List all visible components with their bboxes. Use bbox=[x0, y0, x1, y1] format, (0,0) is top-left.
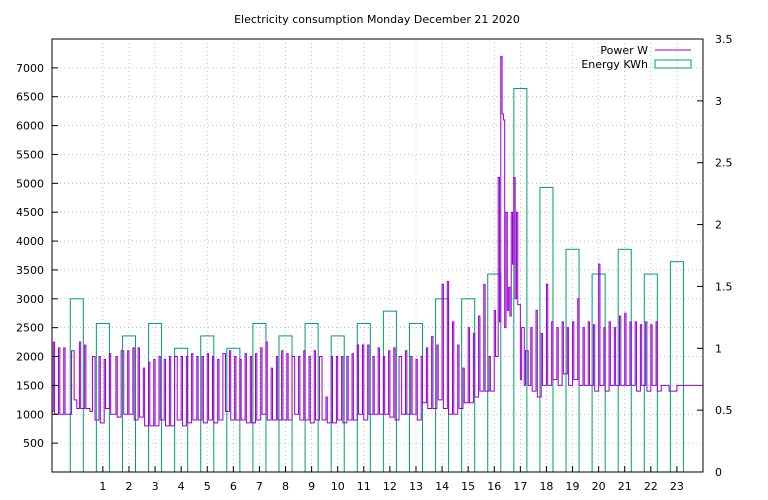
y-right-tick-label: 0 bbox=[715, 466, 722, 479]
legend: Power W Energy KWh bbox=[581, 44, 692, 71]
legend-label-power: Power W bbox=[600, 44, 648, 57]
x-tick-label: 23 bbox=[670, 480, 684, 493]
legend-swatch-energy bbox=[654, 59, 692, 69]
chart-title: Electricity consumption Monday December … bbox=[234, 13, 520, 26]
x-tick-label: 11 bbox=[357, 480, 371, 493]
x-tick-label: 7 bbox=[256, 480, 263, 493]
y-right-tick-label: 2.5 bbox=[715, 157, 733, 170]
y-right-tick-label: 3.5 bbox=[715, 33, 733, 46]
y-left-tick-label: 1500 bbox=[16, 379, 44, 392]
y-left-tick-label: 6500 bbox=[16, 91, 44, 104]
y-left-tick-label: 3000 bbox=[16, 293, 44, 306]
y-left-tick-label: 7000 bbox=[16, 62, 44, 75]
y-left-tick-label: 4500 bbox=[16, 206, 44, 219]
x-tick-label: 3 bbox=[152, 480, 159, 493]
power-line-path bbox=[52, 55, 703, 427]
y-left-tick-label: 5000 bbox=[16, 177, 44, 190]
y-left-tick-label: 1000 bbox=[16, 408, 44, 421]
y-left-tick-label: 2500 bbox=[16, 322, 44, 335]
y-left-tick-label: 4000 bbox=[16, 235, 44, 248]
y-left-tick-label: 500 bbox=[23, 437, 44, 450]
y-left-tick-label: 6000 bbox=[16, 120, 44, 133]
x-tick-label: 14 bbox=[435, 480, 449, 493]
y-right-tick-label: 1 bbox=[715, 342, 722, 355]
y-left-tick-label: 5500 bbox=[16, 148, 44, 161]
x-tick-label: 18 bbox=[539, 480, 553, 493]
x-tick-label: 9 bbox=[308, 480, 315, 493]
x-tick-label: 2 bbox=[125, 480, 132, 493]
x-tick-label: 22 bbox=[644, 480, 658, 493]
x-tick-label: 16 bbox=[487, 480, 501, 493]
plot-frame bbox=[51, 38, 704, 473]
power-series bbox=[52, 55, 703, 427]
y-left-tick-label: 2000 bbox=[16, 351, 44, 364]
y-right-tick-label: 2 bbox=[715, 219, 722, 232]
x-tick-label: 8 bbox=[282, 480, 289, 493]
x-tick-label: 4 bbox=[178, 480, 185, 493]
x-tick-label: 17 bbox=[513, 480, 527, 493]
x-tick-label: 19 bbox=[566, 480, 580, 493]
x-tick-label: 20 bbox=[592, 480, 606, 493]
x-tick-label: 1 bbox=[99, 480, 106, 493]
x-tick-label: 15 bbox=[461, 480, 475, 493]
x-tick-label: 6 bbox=[230, 480, 237, 493]
x-axis: 1 2 3 4 5 6 7 8 9 10 11 12 13 14 15 16 17 18 19 20 21 22 23 bbox=[99, 466, 684, 493]
x-tick-label: 5 bbox=[204, 480, 211, 493]
y-axis-right: 0 0.5 1 1.5 2 2.5 3 3.5 bbox=[697, 33, 733, 479]
x-tick-label: 13 bbox=[409, 480, 423, 493]
x-tick-label: 12 bbox=[383, 480, 397, 493]
y-right-tick-label: 0.5 bbox=[715, 404, 733, 417]
legend-label-energy: Energy KWh bbox=[581, 58, 648, 71]
x-tick-label: 21 bbox=[618, 480, 632, 493]
y-right-tick-label: 3 bbox=[715, 95, 722, 108]
x-tick-label: 10 bbox=[331, 480, 345, 493]
y-left-tick-label: 3500 bbox=[16, 264, 44, 277]
y-right-tick-label: 1.5 bbox=[715, 280, 733, 293]
y-axis-left: 500 1000 1500 2000 2500 3000 3500 4000 4500 5000 5… bbox=[16, 62, 58, 450]
